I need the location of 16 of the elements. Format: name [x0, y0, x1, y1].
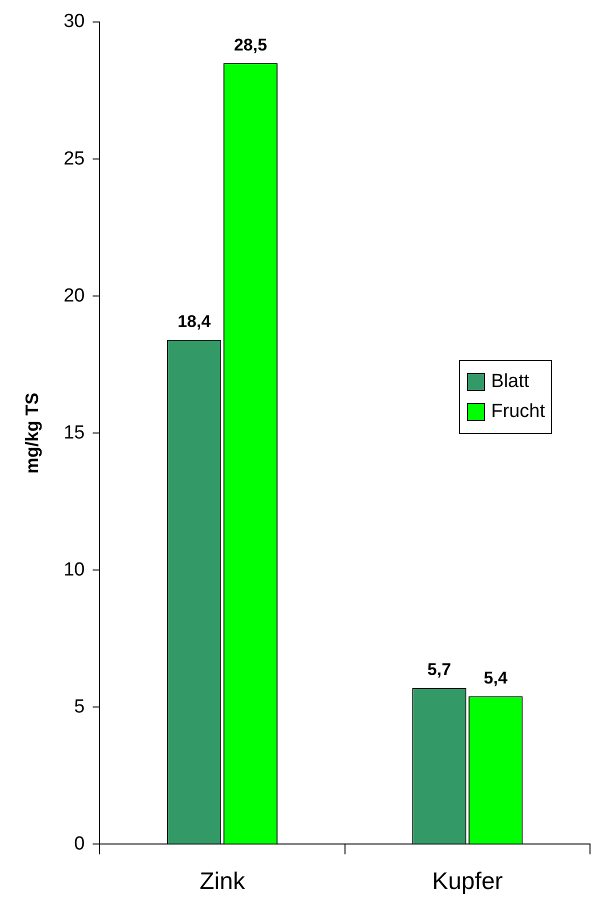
legend-label: Frucht: [491, 400, 545, 424]
data-label: 18,4: [178, 312, 212, 332]
y-tick-label: 25: [64, 148, 85, 170]
x-tick-label: Kupfer: [432, 868, 503, 896]
x-tick-label: Zink: [200, 868, 246, 896]
y-tick-label: 5: [74, 696, 85, 718]
y-tick-label: 30: [64, 11, 85, 32]
legend-label: Blatt: [491, 370, 530, 394]
data-label: 5,7: [427, 660, 452, 680]
y-tick-label: 20: [64, 285, 85, 306]
y-axis-title: mg/kg TS: [22, 392, 42, 474]
data-label: 28,5: [234, 35, 268, 54]
y-tick-label: 0: [74, 833, 85, 854]
y-tick-label: 10: [64, 559, 85, 580]
data-label: 5,4: [484, 668, 508, 688]
y-tick-label: 15: [64, 422, 85, 444]
